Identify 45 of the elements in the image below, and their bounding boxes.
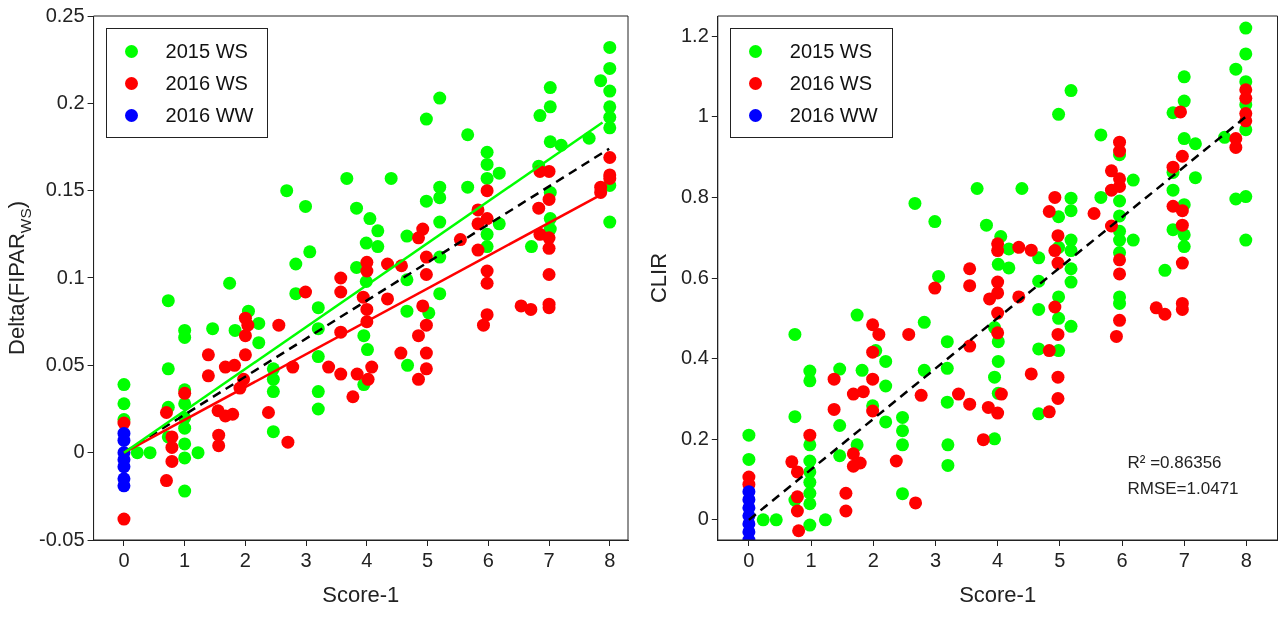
x-axis-title: Score-1 [959,582,1037,607]
x-tick-label: 0 [118,548,130,571]
legend-label: 2016 WW [165,103,254,127]
x-tick-label: 1 [179,548,191,571]
y-tick-label: 0 [697,507,709,530]
x-tick-label: 2 [239,548,251,571]
legend-label: 2016 WS [789,71,873,95]
x-tick-label: 4 [361,548,373,571]
x-tick-label: 2 [867,548,879,571]
y-tick-label: 0.2 [680,426,709,449]
y-tick-label: 0.4 [680,346,709,369]
legend-label: 2016 WS [165,71,248,95]
y-tick-label: 1 [697,104,709,127]
x-tick-label: 3 [929,548,942,571]
x-tick-label: 7 [543,548,555,571]
annotation: R² =0.86356 [1127,453,1222,472]
x-tick-label: 4 [992,548,1004,571]
x-tick-label: 1 [805,548,817,571]
x-tick-label: 3 [300,548,312,571]
x-tick-label: 8 [604,548,616,571]
y-tick-label: 0.25 [45,3,85,26]
y-tick-label: 1.2 [680,23,709,46]
y-tick-label: 0.15 [45,178,85,201]
y-tick-label: -0.05 [38,527,85,550]
x-tick-label: 8 [1240,548,1252,571]
y-tick-label: 0.8 [680,184,709,207]
x-tick-label: 6 [1116,548,1128,571]
y-tick-label: 0.05 [45,352,85,375]
legend-label: 2016 WW [789,103,878,127]
y-axis-title: Delta(FIPARWS) [4,201,34,355]
y-tick-label: 0.2 [56,90,85,113]
legend-label: 2015 WS [165,39,248,63]
annotation: RMSE=1.0471 [1127,479,1239,498]
x-tick-label: 0 [743,548,755,571]
x-tick-label: 7 [1178,548,1190,571]
x-tick-label: 5 [1054,548,1066,571]
x-tick-label: 6 [482,548,494,571]
x-tick-label: 5 [422,548,434,571]
legend-label: 2015 WS [789,39,873,63]
y-tick-label: 0.6 [680,265,709,288]
x-axis-title: Score-1 [322,582,400,607]
y-axis-title: CLIR [646,252,671,304]
y-tick-label: 0.1 [56,265,85,288]
point [117,479,131,493]
y-tick-label: 0 [73,440,85,463]
